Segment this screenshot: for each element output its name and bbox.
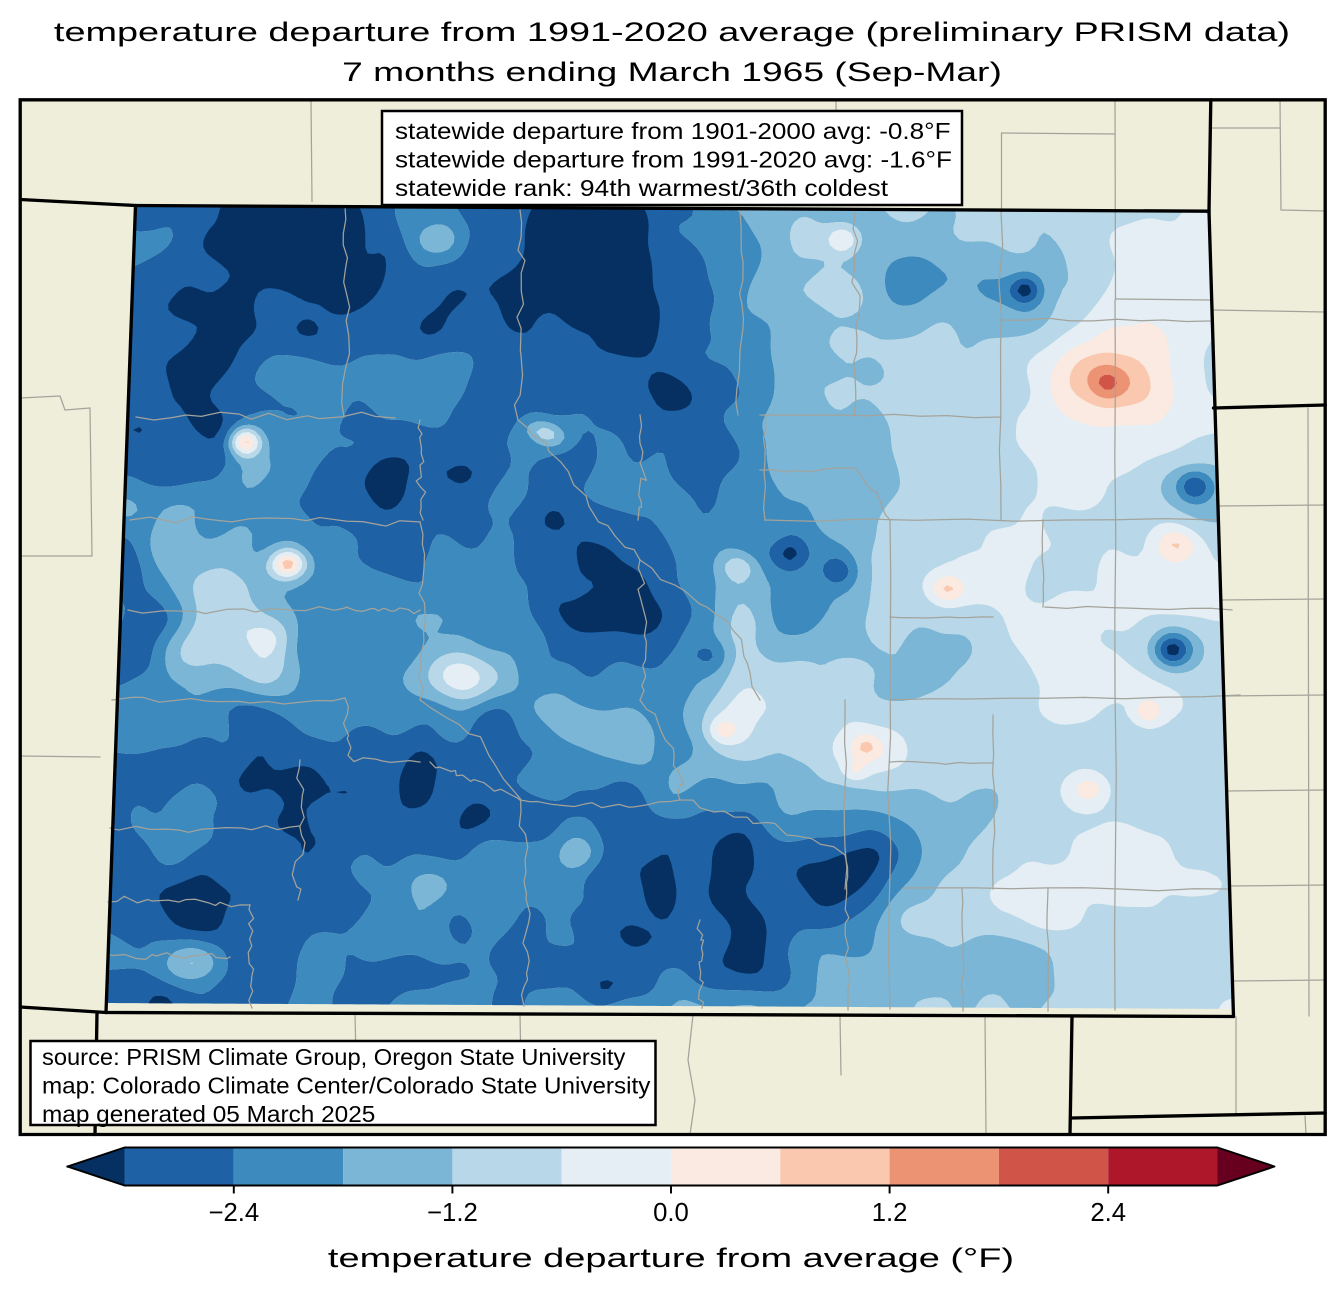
svg-text:source: PRISM Climate Group, O: source: PRISM Climate Group, Oregon Stat… bbox=[42, 1044, 626, 1070]
svg-text:2.4: 2.4 bbox=[1090, 1199, 1126, 1227]
svg-text:map: Colorado Climate Center/C: map: Colorado Climate Center/Colorado St… bbox=[42, 1072, 651, 1098]
svg-text:statewide rank: 94th warmest/3: statewide rank: 94th warmest/36th coldes… bbox=[395, 175, 889, 201]
svg-text:temperature departure from 199: temperature departure from 1991-2020 ave… bbox=[54, 17, 1290, 47]
svg-text:temperature departure from ave: temperature departure from average (°F) bbox=[328, 1243, 1014, 1273]
svg-text:0.0: 0.0 bbox=[653, 1199, 689, 1227]
svg-text:1.2: 1.2 bbox=[872, 1199, 908, 1227]
svg-text:map generated 05 March 2025: map generated 05 March 2025 bbox=[42, 1101, 375, 1127]
svg-text:statewide departure from 1901-: statewide departure from 1901-2000 avg: … bbox=[395, 118, 951, 144]
svg-text:−2.4: −2.4 bbox=[208, 1199, 259, 1227]
svg-text:−1.2: −1.2 bbox=[427, 1199, 478, 1227]
svg-text:statewide departure from 1991-: statewide departure from 1991-2020 avg: … bbox=[395, 146, 952, 172]
svg-text:7 months ending March 1965 (Se: 7 months ending March 1965 (Sep-Mar) bbox=[342, 57, 1002, 87]
